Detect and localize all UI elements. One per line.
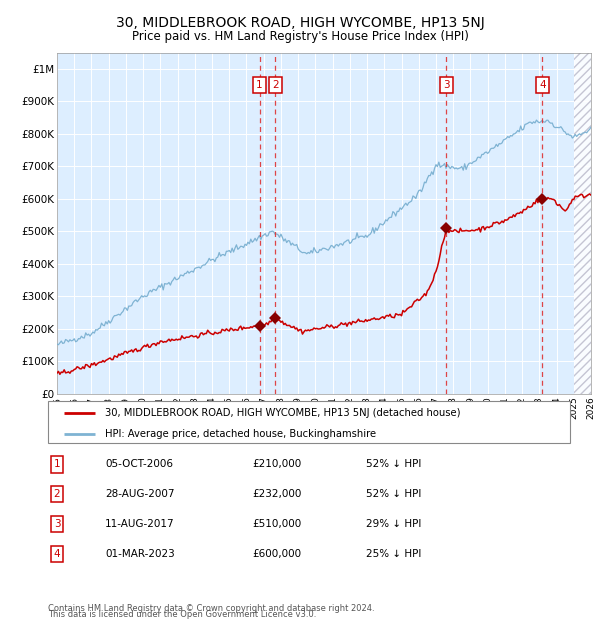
- Text: £232,000: £232,000: [252, 489, 301, 499]
- Text: This data is licensed under the Open Government Licence v3.0.: This data is licensed under the Open Gov…: [48, 610, 316, 619]
- Text: 11-AUG-2017: 11-AUG-2017: [105, 519, 175, 529]
- Text: HPI: Average price, detached house, Buckinghamshire: HPI: Average price, detached house, Buck…: [106, 429, 377, 439]
- Text: 4: 4: [53, 549, 61, 559]
- Text: 05-OCT-2006: 05-OCT-2006: [105, 459, 173, 469]
- Text: Contains HM Land Registry data © Crown copyright and database right 2024.: Contains HM Land Registry data © Crown c…: [48, 603, 374, 613]
- Text: 2: 2: [53, 489, 61, 499]
- Text: Price paid vs. HM Land Registry's House Price Index (HPI): Price paid vs. HM Land Registry's House …: [131, 30, 469, 43]
- Text: £510,000: £510,000: [252, 519, 301, 529]
- Text: 30, MIDDLEBROOK ROAD, HIGH WYCOMBE, HP13 5NJ (detached house): 30, MIDDLEBROOK ROAD, HIGH WYCOMBE, HP13…: [106, 408, 461, 418]
- Text: 3: 3: [443, 80, 450, 90]
- Text: 4: 4: [539, 80, 545, 90]
- Text: £600,000: £600,000: [252, 549, 301, 559]
- FancyBboxPatch shape: [48, 401, 570, 443]
- Text: 30, MIDDLEBROOK ROAD, HIGH WYCOMBE, HP13 5NJ: 30, MIDDLEBROOK ROAD, HIGH WYCOMBE, HP13…: [116, 16, 484, 30]
- Text: 52% ↓ HPI: 52% ↓ HPI: [366, 489, 421, 499]
- Text: 25% ↓ HPI: 25% ↓ HPI: [366, 549, 421, 559]
- Text: 1: 1: [53, 459, 61, 469]
- Text: 52% ↓ HPI: 52% ↓ HPI: [366, 459, 421, 469]
- Text: 3: 3: [53, 519, 61, 529]
- Text: 1: 1: [256, 80, 263, 90]
- Text: 2: 2: [272, 80, 278, 90]
- Text: 28-AUG-2007: 28-AUG-2007: [105, 489, 175, 499]
- Polygon shape: [574, 53, 591, 394]
- Text: 01-MAR-2023: 01-MAR-2023: [105, 549, 175, 559]
- Text: £210,000: £210,000: [252, 459, 301, 469]
- Text: 29% ↓ HPI: 29% ↓ HPI: [366, 519, 421, 529]
